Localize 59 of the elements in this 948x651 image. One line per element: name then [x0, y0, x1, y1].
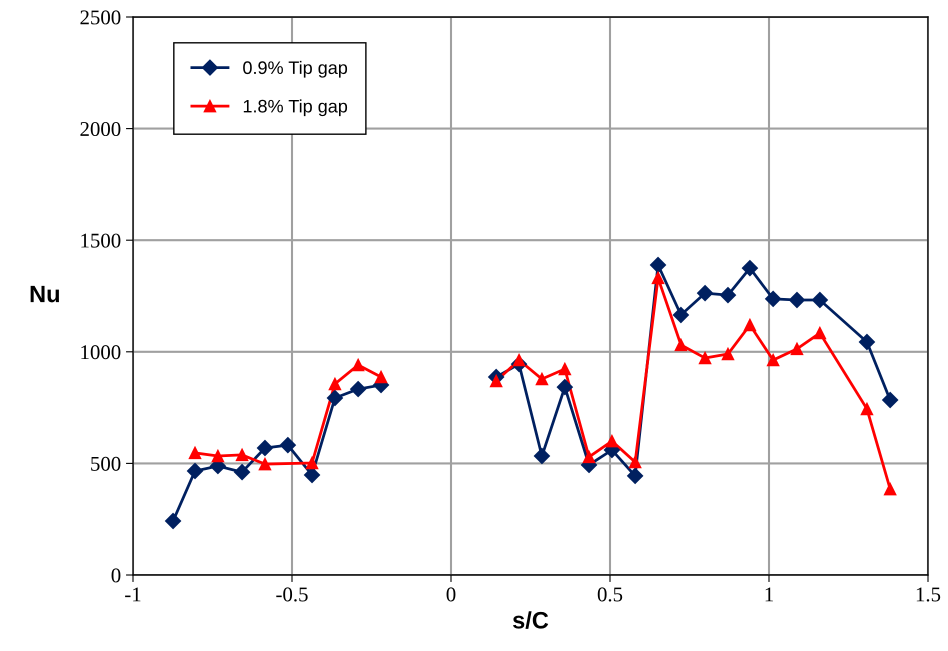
point — [722, 348, 734, 360]
point — [328, 378, 342, 390]
y-tick-label: 1000 — [81, 345, 120, 360]
x-tick-label: 0 — [446, 587, 456, 602]
x-tick-label: -0.5 — [276, 587, 308, 602]
point — [652, 272, 664, 284]
point — [306, 456, 318, 470]
point — [882, 392, 898, 408]
point — [744, 318, 756, 332]
point — [650, 256, 666, 274]
x-tick-label: 1.5 — [916, 588, 940, 602]
point — [766, 354, 780, 366]
point — [814, 326, 826, 340]
y-tick-label: 2500 — [80, 10, 120, 24]
y-tick-label: 500 — [91, 456, 120, 471]
point — [256, 440, 274, 456]
x-axis-title: s/C — [512, 611, 548, 629]
point — [697, 285, 714, 302]
legend-label: 0.9% Tip gap — [243, 60, 348, 78]
point — [788, 292, 806, 308]
point — [234, 464, 250, 480]
point — [350, 381, 366, 398]
point — [812, 292, 828, 308]
point — [790, 342, 804, 356]
point — [212, 450, 224, 462]
point — [352, 358, 364, 372]
y-axis-title: Nu — [30, 286, 59, 302]
point — [674, 338, 688, 352]
point — [280, 437, 296, 454]
point — [860, 402, 874, 416]
point — [672, 306, 689, 324]
point — [374, 370, 388, 384]
y-tick-label: 2000 — [80, 122, 120, 136]
point — [236, 448, 248, 462]
y-tick-label: 1500 — [81, 234, 120, 248]
point — [606, 434, 618, 448]
point — [186, 462, 204, 480]
point — [556, 379, 573, 396]
point — [627, 468, 644, 484]
point — [165, 512, 182, 530]
x-tick-label: 0.5 — [598, 587, 622, 602]
x-tick-label: -1 — [125, 588, 140, 602]
point — [765, 290, 782, 307]
point — [258, 458, 272, 470]
point — [698, 352, 712, 364]
point — [582, 450, 596, 464]
point — [884, 482, 896, 496]
y-tick-label: 0 — [112, 568, 120, 582]
point — [536, 372, 548, 386]
point — [188, 446, 202, 460]
x-tick-label: 1 — [766, 588, 773, 602]
point — [628, 456, 642, 468]
point — [326, 390, 343, 406]
point — [558, 362, 572, 376]
point — [720, 287, 736, 304]
point — [858, 334, 876, 350]
point — [742, 260, 758, 276]
legend-label: 1.8% Tip gap — [244, 99, 348, 116]
point — [534, 448, 550, 464]
